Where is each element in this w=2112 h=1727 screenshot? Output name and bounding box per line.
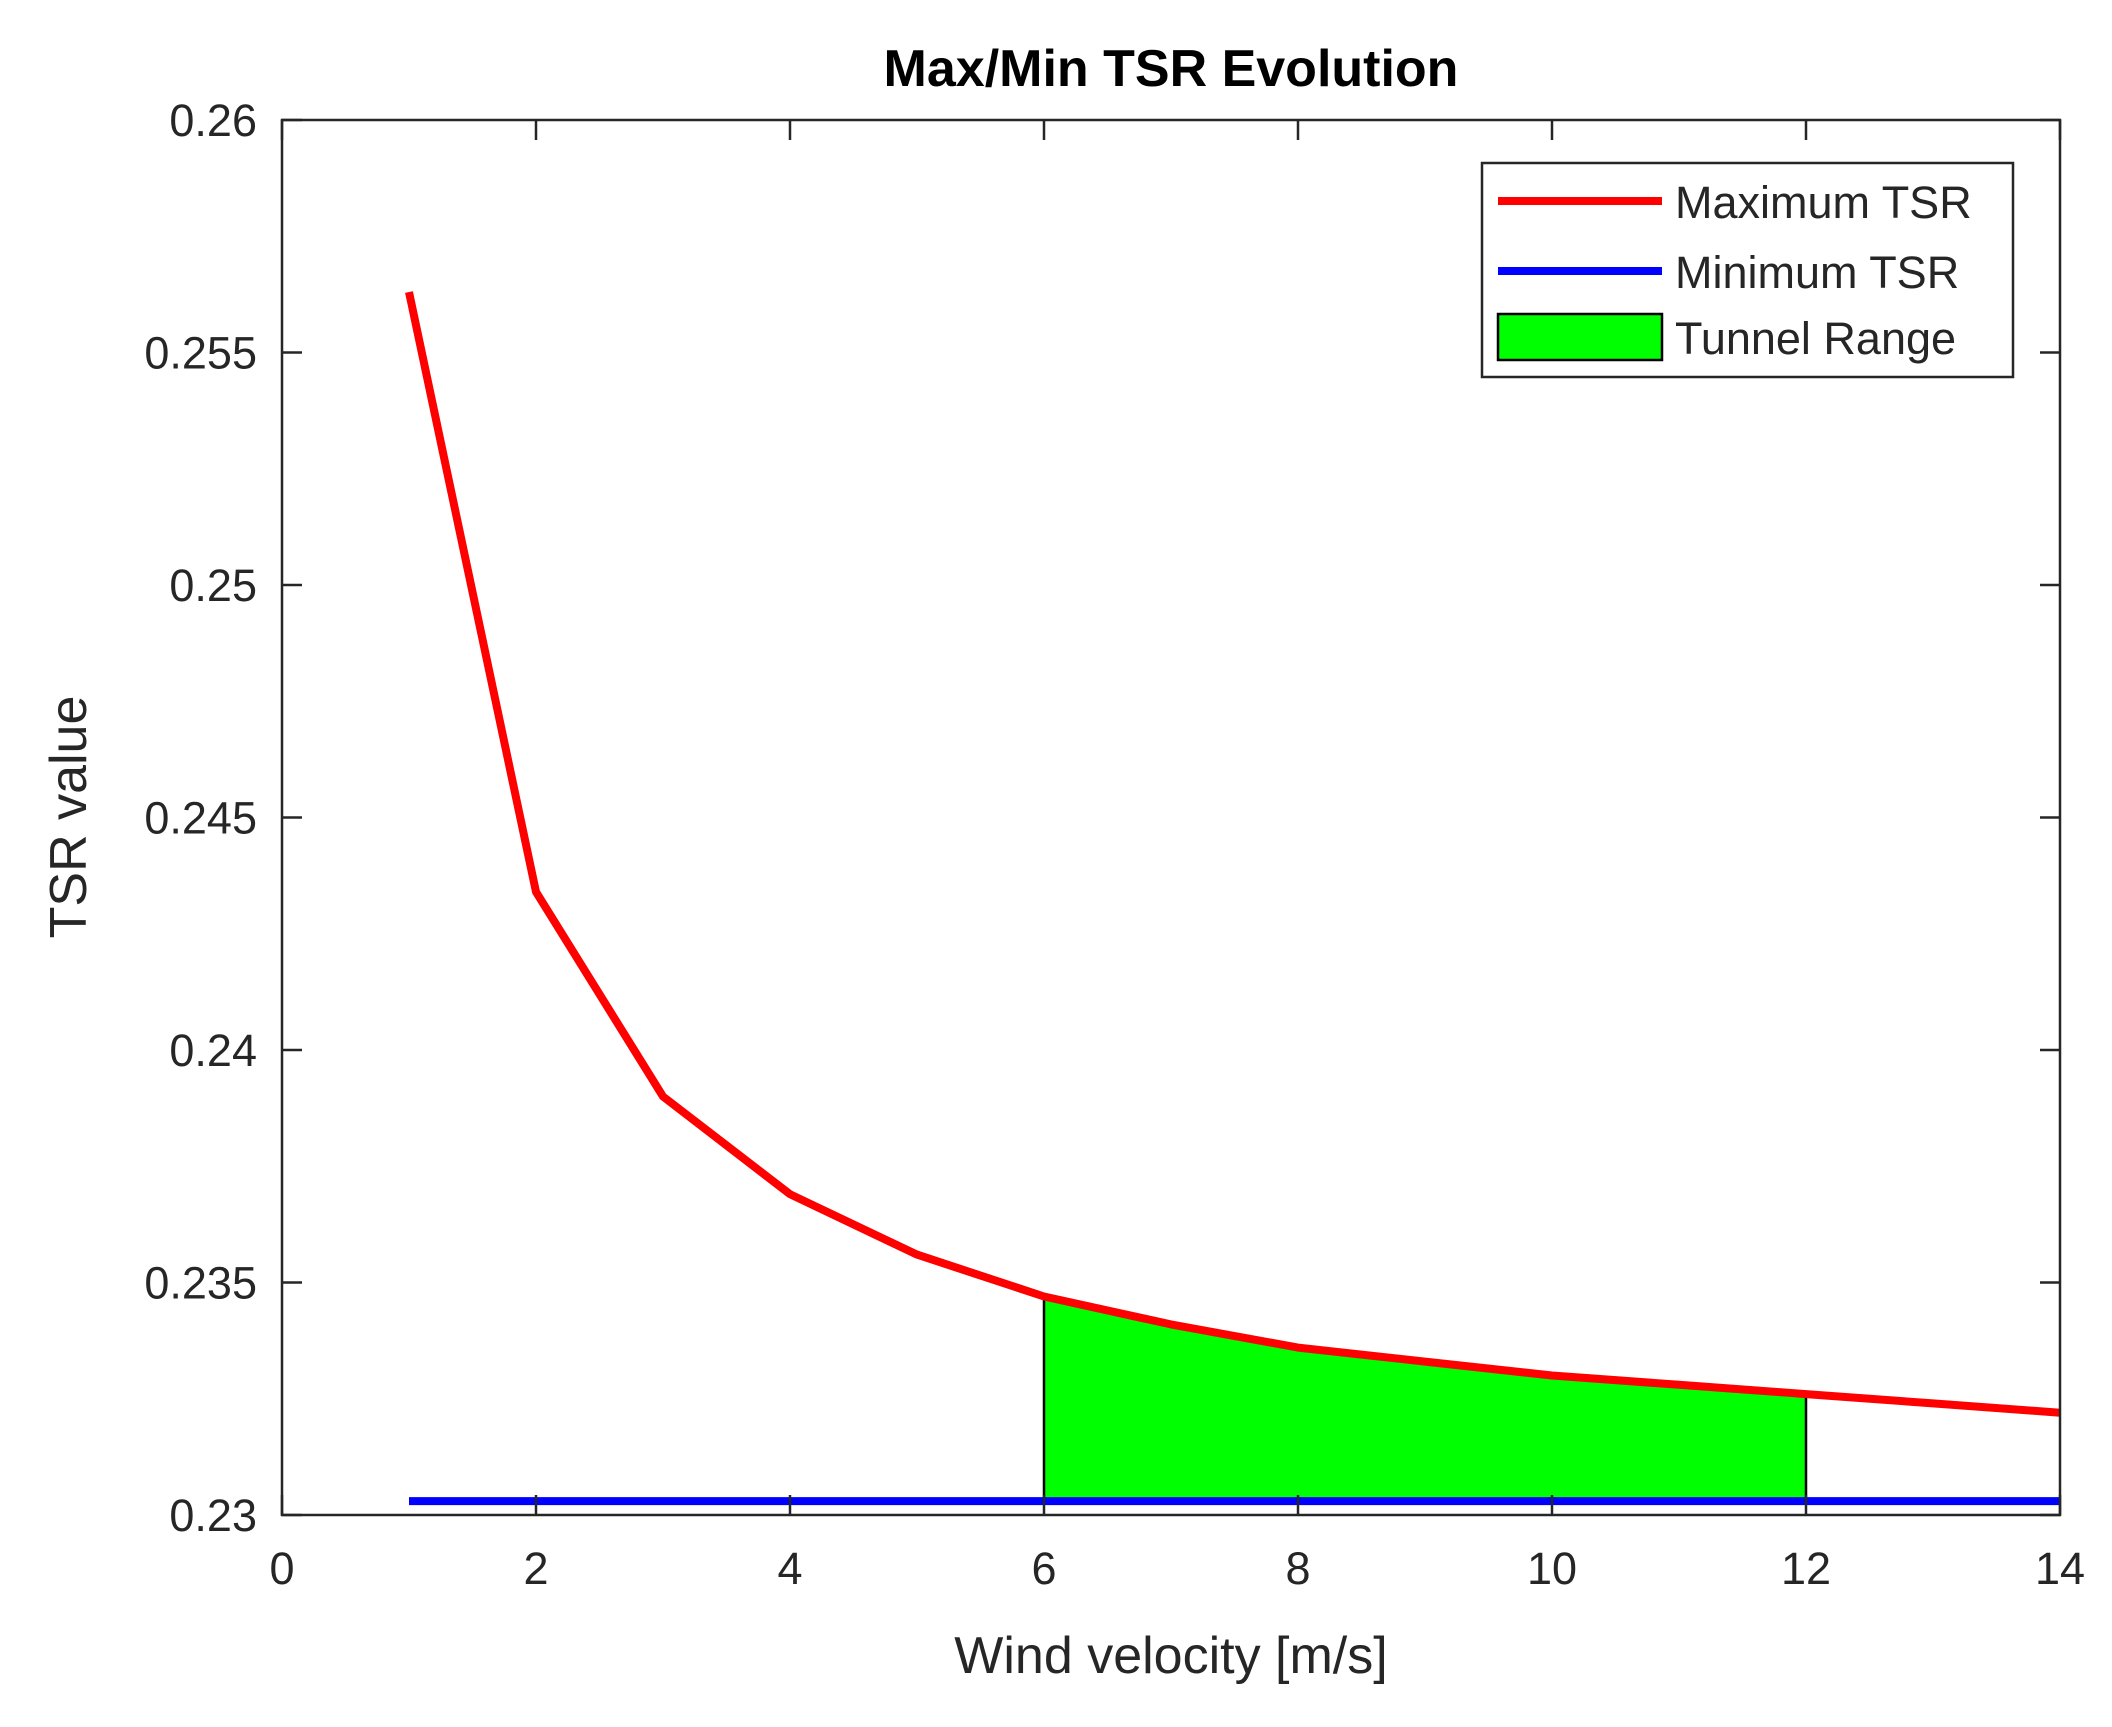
y-tick-label: 0.23 (169, 1490, 257, 1541)
chart-title: Max/Min TSR Evolution (884, 40, 1459, 98)
x-tick-label: 14 (2035, 1543, 2085, 1594)
x-axis-label: Wind velocity [m/s] (954, 1627, 1387, 1685)
y-tick-label: 0.26 (169, 95, 257, 146)
chart-svg: 0 2 4 6 8 10 12 14 0.23 0.235 0.24 0.245 0.25 0.255 0.… (0, 0, 2112, 1722)
y-axis-label: TSR value (40, 696, 98, 939)
x-tick-label: 0 (269, 1543, 294, 1594)
y-tick-label: 0.255 (144, 328, 257, 379)
x-tick-label: 10 (1527, 1543, 1577, 1594)
legend-swatch-tunnel-range (1498, 314, 1662, 360)
x-tick-label: 4 (777, 1543, 802, 1594)
legend-label-maximum-tsr: Maximum TSR (1675, 177, 1972, 228)
legend-label-minimum-tsr: Minimum TSR (1675, 247, 1959, 298)
y-tick-label: 0.235 (144, 1258, 257, 1309)
legend: Maximum TSR Minimum TSR Tunnel Range (1482, 163, 2013, 377)
y-tick-label: 0.245 (144, 793, 257, 844)
y-tick-label: 0.24 (169, 1025, 257, 1076)
x-tick-label: 8 (1285, 1543, 1310, 1594)
legend-label-tunnel-range: Tunnel Range (1675, 313, 1956, 364)
x-tick-label: 12 (1781, 1543, 1831, 1594)
y-tick-label: 0.25 (169, 560, 257, 611)
figure: 0 2 4 6 8 10 12 14 0.23 0.235 0.24 0.245 0.25 0.255 0.… (0, 0, 2112, 1722)
x-tick-label: 2 (523, 1543, 548, 1594)
x-tick-label: 6 (1031, 1543, 1056, 1594)
